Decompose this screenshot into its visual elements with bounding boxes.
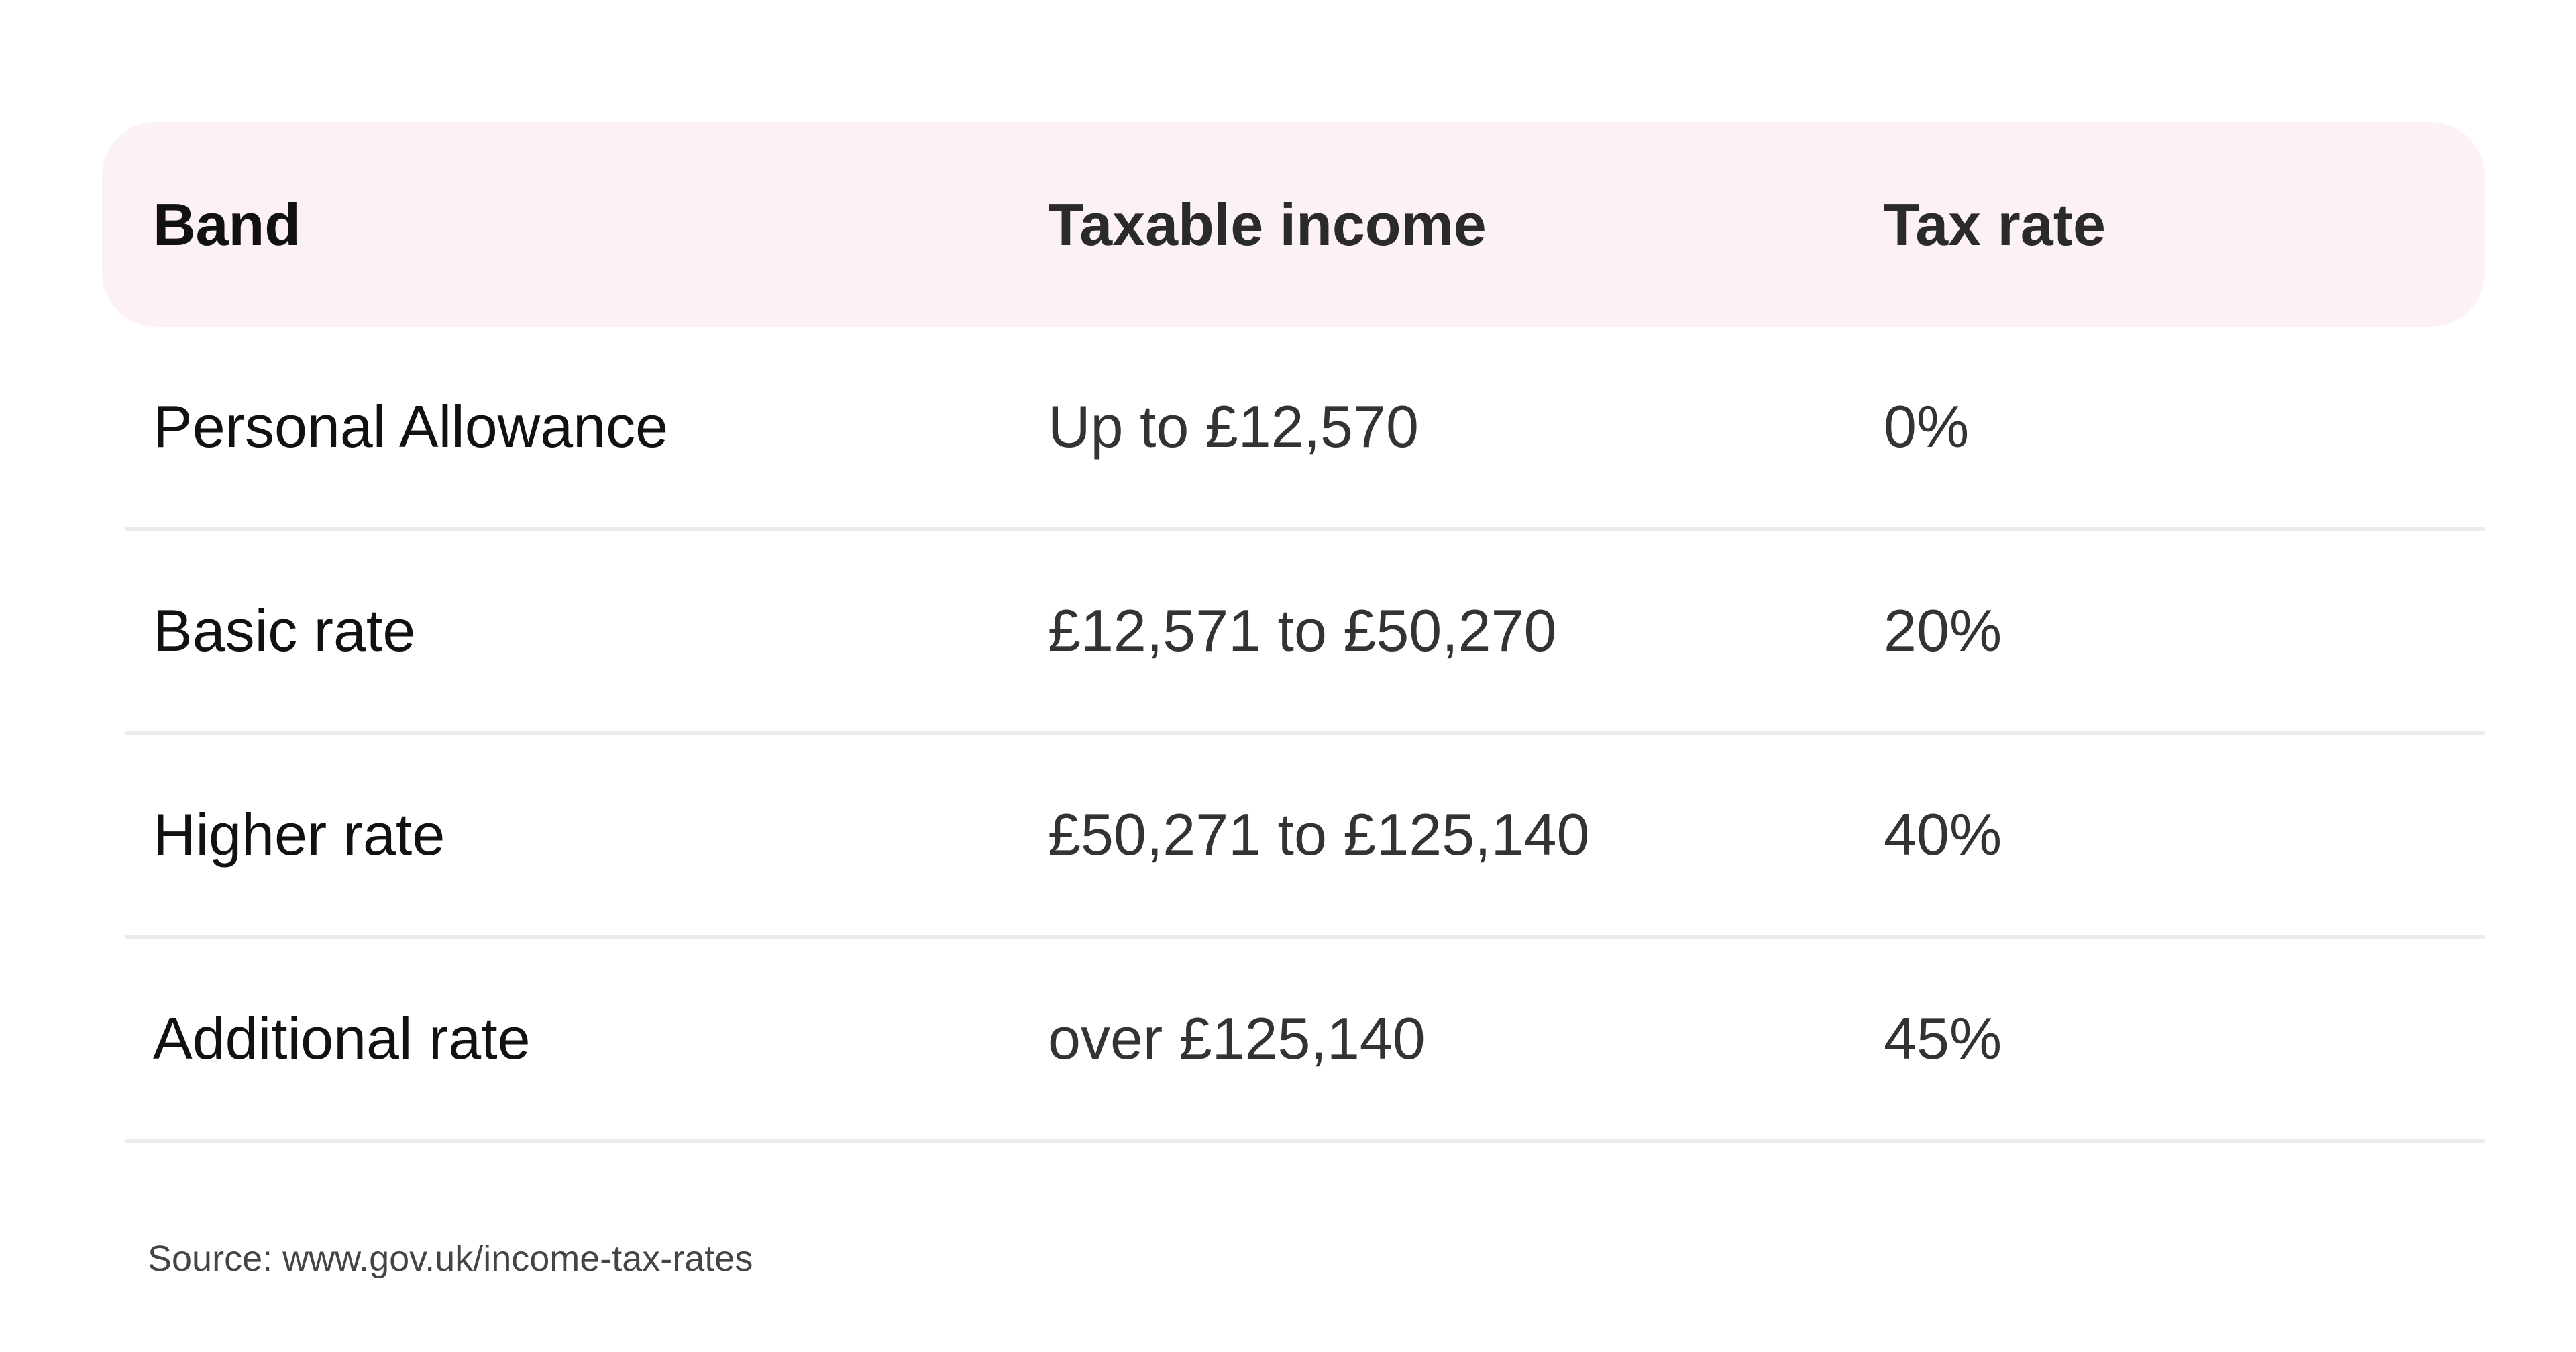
table-header: Band Taxable income Tax rate: [102, 122, 2485, 327]
income-tax-table: Band Taxable income Tax rate Personal Al…: [102, 122, 2485, 1143]
tax-rate-cell: 0%: [1884, 393, 1970, 460]
table-row: Higher rate £50,271 to £125,140 40%: [125, 735, 2485, 939]
taxable-income-cell: Up to £12,570: [1048, 393, 1419, 460]
taxable-income-cell: over £125,140: [1048, 1005, 1426, 1072]
tax-rate-cell: 20%: [1884, 597, 2002, 664]
header-band: Band: [153, 191, 301, 258]
tax-rate-cell: 45%: [1884, 1005, 2002, 1072]
taxable-income-cell: £12,571 to £50,270: [1048, 597, 1557, 664]
table-row: Personal Allowance Up to £12,570 0%: [125, 327, 2485, 531]
tax-rate-cell: 40%: [1884, 801, 2002, 868]
source-note: Source: www.gov.uk/income-tax-rates: [148, 1239, 753, 1279]
taxable-income-cell: £50,271 to £125,140: [1048, 801, 1590, 868]
band-cell: Higher rate: [153, 801, 445, 868]
band-cell: Basic rate: [153, 597, 416, 664]
table-row: Additional rate over £125,140 45%: [125, 939, 2485, 1143]
header-taxable-income: Taxable income: [1048, 191, 1487, 258]
table-row: Basic rate £12,571 to £50,270 20%: [125, 531, 2485, 735]
band-cell: Additional rate: [153, 1005, 531, 1072]
band-cell: Personal Allowance: [153, 393, 669, 460]
header-tax-rate: Tax rate: [1884, 191, 2106, 258]
